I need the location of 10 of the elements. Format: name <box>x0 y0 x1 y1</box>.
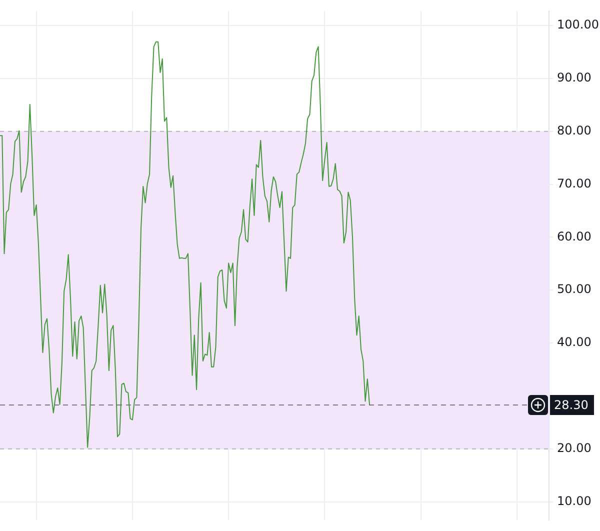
ref-line-label: 28.30 <box>554 398 588 412</box>
y-tick-label: 10.00 <box>557 494 592 508</box>
y-tick-label: 90.00 <box>557 70 592 85</box>
y-tick-label: 100.00 <box>557 18 599 32</box>
y-tick-label: 50.00 <box>557 282 592 296</box>
y-tick-label: 60.00 <box>557 229 592 244</box>
y-tick-label: 20.00 <box>557 441 592 456</box>
y-tick-label: 80.00 <box>557 123 592 138</box>
y-tick-label: 40.00 <box>557 335 592 350</box>
y-tick-label: 70.00 <box>557 176 592 190</box>
